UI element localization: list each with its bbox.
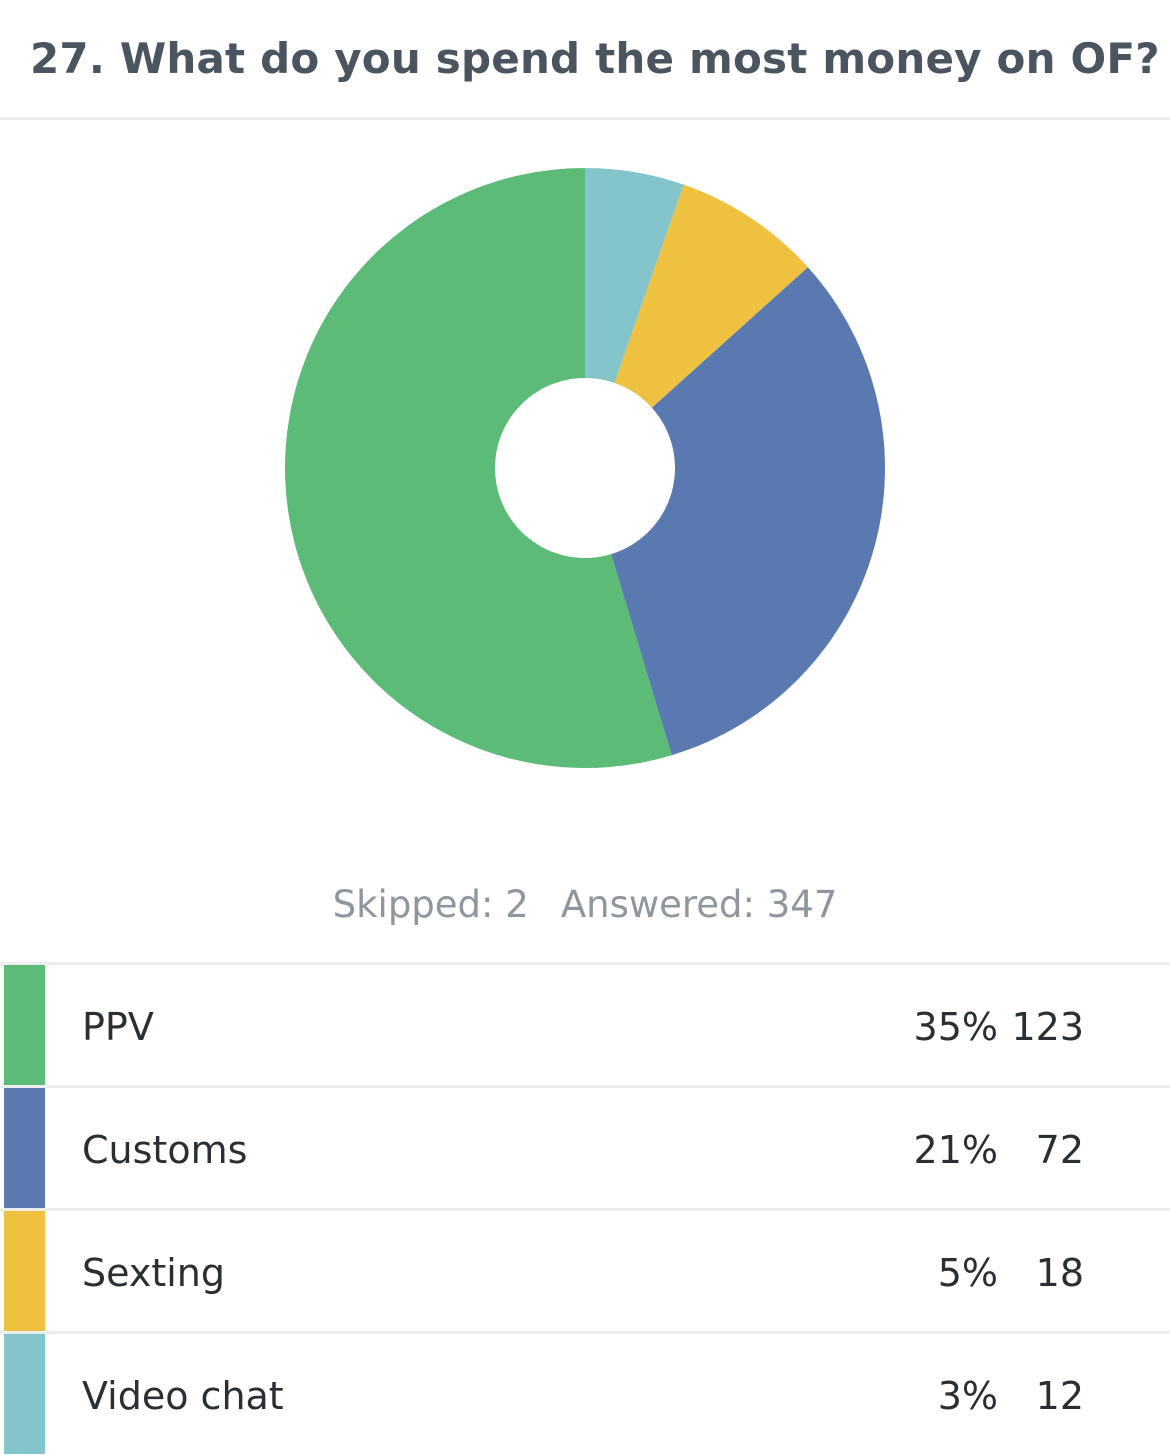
answered-count: Answered: 347: [560, 883, 838, 926]
legend-row-customs: Customs 21% 72: [0, 1085, 1170, 1208]
legend-row-ppv: PPV 35% 123: [0, 962, 1170, 1085]
pie-slice-video-chat: [585, 168, 684, 384]
skipped-count: Skipped: 2: [332, 883, 529, 926]
question-header: 27. What do you spend the most money on …: [0, 0, 1170, 120]
color-swatch: [4, 1334, 45, 1454]
row-percent: 5%: [937, 1251, 998, 1295]
pie-slice-sexting: [614, 184, 808, 408]
question-title: 27. What do you spend the most money on …: [30, 34, 1160, 83]
donut-chart-svg: [285, 168, 885, 768]
row-count: 123: [1011, 1005, 1084, 1049]
legend-row-sexting: Sexting 5% 18: [0, 1208, 1170, 1331]
color-swatch: [4, 965, 45, 1085]
row-label: Sexting: [82, 1251, 225, 1295]
row-count: 18: [1035, 1251, 1084, 1295]
pie-slice-customs: [611, 267, 885, 756]
row-label: Customs: [82, 1128, 248, 1172]
donut-chart: [0, 123, 1170, 823]
row-label: Video chat: [82, 1374, 284, 1418]
pie-slice-ppv: [285, 168, 672, 768]
color-swatch: [4, 1088, 45, 1208]
row-count: 12: [1035, 1374, 1084, 1418]
row-percent: 35%: [913, 1005, 998, 1049]
row-label: PPV: [82, 1005, 154, 1049]
row-count: 72: [1035, 1128, 1084, 1172]
row-percent: 21%: [913, 1128, 998, 1172]
color-swatch: [4, 1211, 45, 1331]
legend-row-video-chat: Video chat 3% 12: [0, 1331, 1170, 1454]
legend-table: PPV 35% 123 Customs 21% 72 Sexting 5% 18…: [0, 962, 1170, 1454]
response-stats: Skipped: 2 Answered: 347: [0, 883, 1170, 926]
row-percent: 3%: [937, 1374, 998, 1418]
